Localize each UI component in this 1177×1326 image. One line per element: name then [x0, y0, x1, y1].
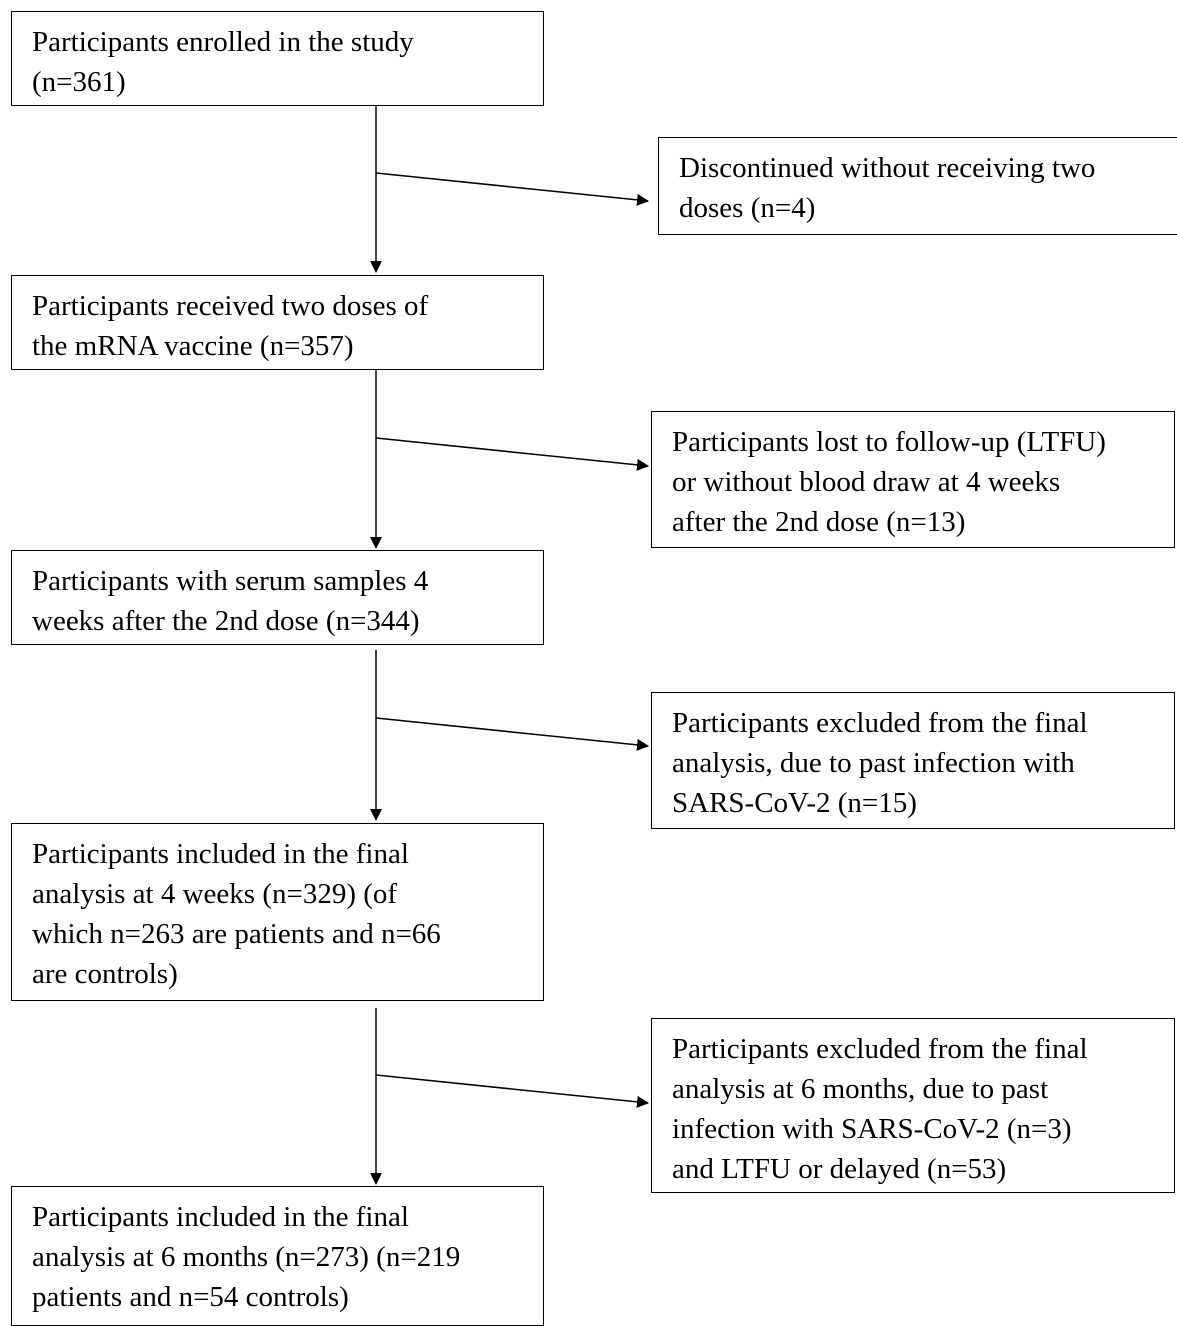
excluded-past-infection-box: Participants excluded from the final ana…	[651, 692, 1175, 829]
arrow-to-excluded-6-months	[376, 1075, 648, 1103]
arrow-to-lost-followup	[376, 438, 648, 466]
enrolled-box: Participants enrolled in the study (n=36…	[11, 11, 544, 106]
received-two-doses-box: Participants received two doses of the m…	[11, 275, 544, 370]
discontinued-box: Discontinued without receiving two doses…	[658, 137, 1177, 235]
serum-samples-box: Participants with serum samples 4 weeks …	[11, 550, 544, 645]
included-6-months-box: Participants included in the final analy…	[11, 1186, 544, 1326]
excluded-6-months-box: Participants excluded from the final ana…	[651, 1018, 1175, 1193]
arrow-to-excluded-infection	[376, 718, 648, 746]
included-4-weeks-box: Participants included in the final analy…	[11, 823, 544, 1001]
arrow-to-discontinued	[376, 173, 648, 201]
lost-to-followup-box: Participants lost to follow-up (LTFU) or…	[651, 411, 1175, 548]
